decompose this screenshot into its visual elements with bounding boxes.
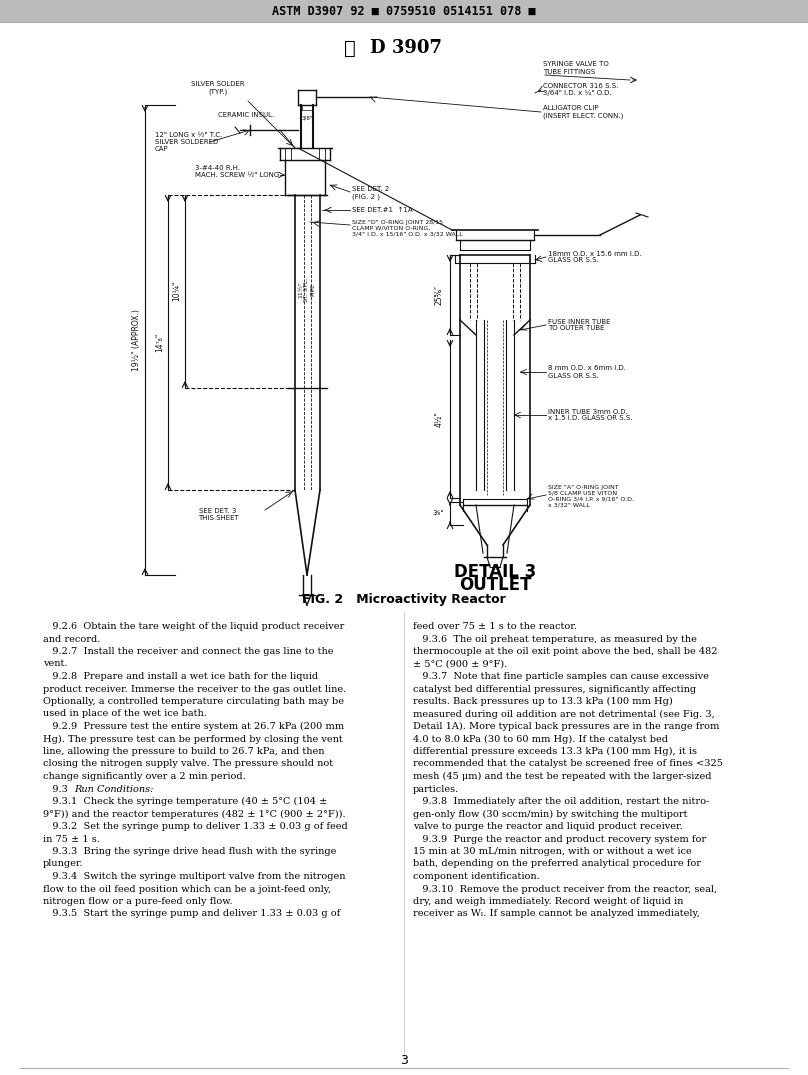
Text: ± 5°C (900 ± 9°F).: ± 5°C (900 ± 9°F).	[413, 659, 507, 669]
Text: 9.3.4  Switch the syringe multiport valve from the nitrogen: 9.3.4 Switch the syringe multiport valve…	[43, 872, 346, 881]
Text: 25⅚″: 25⅚″	[435, 285, 444, 305]
Text: feed over 75 ± 1 s to the reactor.: feed over 75 ± 1 s to the reactor.	[413, 622, 577, 631]
Text: dry, and weigh immediately. Record weight of liquid in: dry, and weigh immediately. Record weigh…	[413, 897, 684, 906]
Text: 3/8": 3/8"	[301, 116, 313, 121]
Text: 9.3: 9.3	[43, 785, 74, 793]
Text: SEE DET. 3
THIS SHEET: SEE DET. 3 THIS SHEET	[198, 508, 238, 521]
Text: ASTM D3907 92 ■ 0759510 0514151 078 ■: ASTM D3907 92 ■ 0759510 0514151 078 ■	[272, 4, 536, 17]
Text: gen-only flow (30 sccm/min) by switching the multiport: gen-only flow (30 sccm/min) by switching…	[413, 809, 688, 819]
Text: DETAIL 3: DETAIL 3	[454, 563, 537, 581]
Text: OUTLET: OUTLET	[459, 576, 531, 594]
Text: Hg). The pressure test can be performed by closing the vent: Hg). The pressure test can be performed …	[43, 734, 343, 744]
Text: 19½" (APPROX.): 19½" (APPROX.)	[133, 310, 141, 371]
Text: results. Back pressures up to 13.3 kPa (100 mm Hg): results. Back pressures up to 13.3 kPa (…	[413, 697, 673, 706]
Text: mesh (45 μm) and the test be repeated with the larger-sized: mesh (45 μm) and the test be repeated wi…	[413, 772, 712, 782]
Text: SILVER SOLDER
(TYP.): SILVER SOLDER (TYP.)	[191, 82, 245, 95]
Text: 9.3.2  Set the syringe pump to deliver 1.33 ± 0.03 g of feed: 9.3.2 Set the syringe pump to deliver 1.…	[43, 822, 347, 831]
Bar	[0, 0, 808, 22]
Text: vent.: vent.	[43, 659, 68, 669]
Text: ALLIGATOR CLIP
(INSERT ELECT. CONN.): ALLIGATOR CLIP (INSERT ELECT. CONN.)	[543, 105, 624, 118]
Text: 9.3.9  Purge the reactor and product recovery system for: 9.3.9 Purge the reactor and product reco…	[413, 834, 706, 844]
Text: 9.2.9  Pressure test the entire system at 26.7 kPa (200 mm: 9.2.9 Pressure test the entire system at…	[43, 722, 344, 731]
Text: 3-#4-40 R.H.
MACH. SCREW ½" LONG: 3-#4-40 R.H. MACH. SCREW ½" LONG	[195, 164, 280, 178]
Text: particles.: particles.	[413, 785, 459, 793]
Text: 3: 3	[400, 1054, 408, 1066]
Text: 9.3.5  Start the syringe pump and deliver 1.33 ± 0.03 g of: 9.3.5 Start the syringe pump and deliver…	[43, 909, 340, 918]
Text: 14⁷₈": 14⁷₈"	[155, 332, 165, 352]
Text: Ⓜ: Ⓜ	[344, 39, 356, 57]
Text: SEE DET.#1  ↑1A: SEE DET.#1 ↑1A	[352, 207, 413, 213]
Text: 3⁄₈": 3⁄₈"	[432, 510, 444, 516]
Text: differential pressure exceeds 13.3 kPa (100 mm Hg), it is: differential pressure exceeds 13.3 kPa (…	[413, 747, 697, 756]
Text: thermocouple at the oil exit point above the bed, shall be 482: thermocouple at the oil exit point above…	[413, 647, 718, 656]
Text: SEE DET. 2
(FIG. 2 ): SEE DET. 2 (FIG. 2 )	[352, 186, 389, 200]
Text: change significantly over a 2 min period.: change significantly over a 2 min period…	[43, 772, 246, 782]
Text: valve to purge the reactor and liquid product receiver.: valve to purge the reactor and liquid pr…	[413, 822, 683, 831]
Text: component identification.: component identification.	[413, 872, 540, 881]
Text: 12" LONG x ½" T.C.
SILVER SOLDERED
CAP: 12" LONG x ½" T.C. SILVER SOLDERED CAP	[155, 132, 222, 152]
Text: 15 min at 30 mL/min nitrogen, with or without a wet ice: 15 min at 30 mL/min nitrogen, with or wi…	[413, 847, 692, 856]
Text: 9.3.1  Check the syringe temperature (40 ± 5°C (104 ±: 9.3.1 Check the syringe temperature (40 …	[43, 797, 327, 806]
Text: 9.3.3  Bring the syringe drive head flush with the syringe: 9.3.3 Bring the syringe drive head flush…	[43, 847, 336, 856]
Text: CONNECTOR 316 S.S.
3/64" I.D. x ¼" O.D.: CONNECTOR 316 S.S. 3/64" I.D. x ¼" O.D.	[543, 84, 618, 97]
Text: D 3907: D 3907	[370, 39, 442, 57]
Text: flow to the oil feed position which can be a joint-feed only,: flow to the oil feed position which can …	[43, 885, 331, 893]
Text: product receiver. Immerse the receiver to the gas outlet line.: product receiver. Immerse the receiver t…	[43, 685, 347, 693]
Text: used in place of the wet ice bath.: used in place of the wet ice bath.	[43, 710, 207, 718]
Text: CERAMIC INSUL.: CERAMIC INSUL.	[218, 112, 274, 118]
Text: nitrogen flow or a pure-feed only flow.: nitrogen flow or a pure-feed only flow.	[43, 897, 233, 906]
Text: INNER TUBE 3mm O.D.
x 1.5 I.D. GLASS OR S.S.: INNER TUBE 3mm O.D. x 1.5 I.D. GLASS OR …	[548, 408, 633, 421]
Text: 9.2.6  Obtain the tare weight of the liquid product receiver: 9.2.6 Obtain the tare weight of the liqu…	[43, 622, 344, 631]
Text: line, allowing the pressure to build to 26.7 kPa, and then: line, allowing the pressure to build to …	[43, 747, 325, 756]
Text: SYRINGE VALVE TO
TUBE FITTINGS: SYRINGE VALVE TO TUBE FITTINGS	[543, 61, 608, 74]
Text: 18mm O.D. x 15.6 mm I.D.
GLASS OR S.S.: 18mm O.D. x 15.6 mm I.D. GLASS OR S.S.	[548, 250, 642, 263]
Text: 9.3.8  Immediately after the oil addition, restart the nitro-: 9.3.8 Immediately after the oil addition…	[413, 797, 709, 806]
Text: catalyst bed differential pressures, significantly affecting: catalyst bed differential pressures, sig…	[413, 685, 696, 693]
Text: Detail 1A). More typical back pressures are in the range from: Detail 1A). More typical back pressures …	[413, 722, 719, 731]
Text: 8 mm O.D. x 6mm I.D.
GLASS OR S.S.: 8 mm O.D. x 6mm I.D. GLASS OR S.S.	[548, 366, 626, 378]
Text: 9.2.8  Prepare and install a wet ice bath for the liquid: 9.2.8 Prepare and install a wet ice bath…	[43, 672, 318, 680]
Text: 4½": 4½"	[435, 411, 444, 427]
Text: receiver as Wₗ. If sample cannot be analyzed immediately,: receiver as Wₗ. If sample cannot be anal…	[413, 909, 700, 918]
Text: 4.0 to 8.0 kPa (30 to 60 mm Hg). If the catalyst bed: 4.0 to 8.0 kPa (30 to 60 mm Hg). If the …	[413, 734, 668, 744]
Text: SIZE "D" O-RING JOINT 28/15
CLAMP W/VITON O-RING,
3/4" I.D. x 15/16" O.D. x 3/32: SIZE "D" O-RING JOINT 28/15 CLAMP W/VITO…	[352, 219, 463, 236]
Text: 11½"
ST. STL.
PIPE: 11½" ST. STL. PIPE	[299, 277, 315, 302]
Text: in 75 ± 1 s.: in 75 ± 1 s.	[43, 834, 100, 844]
Text: 9.3.10  Remove the product receiver from the reactor, seal,: 9.3.10 Remove the product receiver from …	[413, 885, 718, 893]
Text: bath, depending on the preferred analytical procedure for: bath, depending on the preferred analyti…	[413, 860, 701, 869]
Text: 9.2.7  Install the receiver and connect the gas line to the: 9.2.7 Install the receiver and connect t…	[43, 647, 334, 656]
Text: 10¼": 10¼"	[172, 281, 182, 301]
Text: FIG. 2   Microactivity Reactor: FIG. 2 Microactivity Reactor	[302, 593, 506, 606]
Text: Optionally, a controlled temperature circulating bath may be: Optionally, a controlled temperature cir…	[43, 697, 344, 706]
Text: 9.3.6  The oil preheat temperature, as measured by the: 9.3.6 The oil preheat temperature, as me…	[413, 634, 696, 644]
Text: measured during oil addition are not detrimental (see Fig. 3,: measured during oil addition are not det…	[413, 710, 715, 718]
Text: FUSE INNER TUBE
TO OUTER TUBE: FUSE INNER TUBE TO OUTER TUBE	[548, 318, 611, 331]
Text: and record.: and record.	[43, 634, 100, 644]
Text: plunger.: plunger.	[43, 860, 83, 869]
Text: recommended that the catalyst be screened free of fines <325: recommended that the catalyst be screene…	[413, 760, 723, 769]
Text: Run Conditions:: Run Conditions:	[74, 785, 154, 793]
Text: closing the nitrogen supply valve. The pressure should not: closing the nitrogen supply valve. The p…	[43, 760, 333, 769]
Text: SIZE "A" O-RING JOINT
5/8 CLAMP USE VITON
O-RING 3/4 I.P. x 9/16" O.D.
x 3/32" W: SIZE "A" O-RING JOINT 5/8 CLAMP USE VITO…	[548, 485, 634, 507]
Text: 9.3.7  Note that fine particle samples can cause excessive: 9.3.7 Note that fine particle samples ca…	[413, 672, 709, 680]
Text: 9°F)) and the reactor temperatures (482 ± 1°C (900 ± 2°F)).: 9°F)) and the reactor temperatures (482 …	[43, 809, 346, 819]
